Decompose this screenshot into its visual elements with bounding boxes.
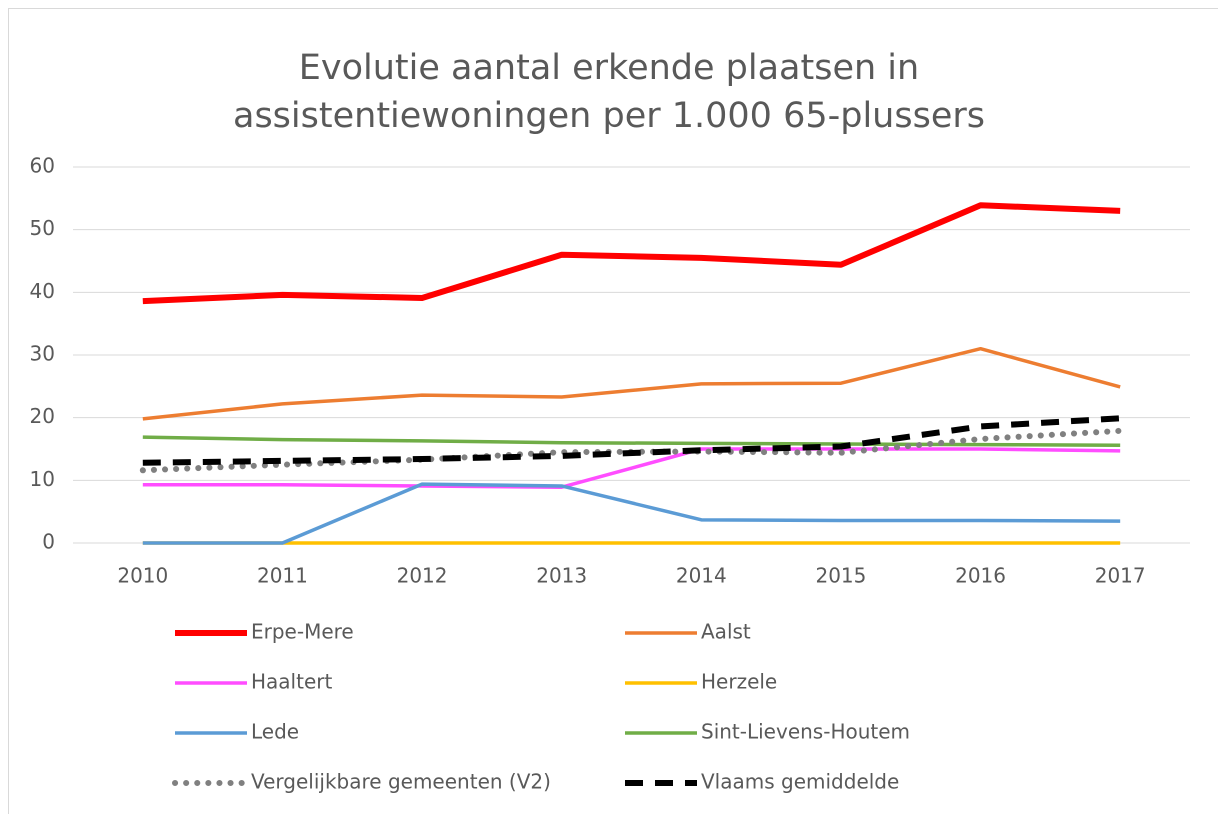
series-line xyxy=(142,435,1121,447)
series-line xyxy=(142,447,1121,489)
series-line xyxy=(142,202,1121,305)
y-tick-label: 60 xyxy=(30,154,55,178)
y-tick-label: 20 xyxy=(30,404,55,428)
x-tick-label: 2011 xyxy=(257,564,308,588)
legend-label: Aalst xyxy=(701,620,751,644)
series-line xyxy=(142,415,1121,466)
x-tick-label: 2013 xyxy=(536,564,587,588)
series-line xyxy=(142,346,1121,421)
y-tick-label: 10 xyxy=(30,467,55,491)
x-tick-label: 2016 xyxy=(955,564,1006,588)
legend-label: Vlaams gemiddelde xyxy=(701,770,899,794)
legend-label: Sint-Lievens-Houtem xyxy=(701,720,910,744)
legend-label: Haaltert xyxy=(251,670,332,694)
x-tick-label: 2015 xyxy=(815,564,866,588)
legend-label: Vergelijkbare gemeenten (V2) xyxy=(251,770,551,794)
x-tick-label: 2010 xyxy=(117,564,168,588)
legend-label: Erpe-Mere xyxy=(251,620,354,644)
legend-label: Lede xyxy=(251,720,299,744)
y-tick-label: 0 xyxy=(42,530,55,554)
y-tick-label: 50 xyxy=(30,216,55,240)
series-line xyxy=(142,482,1121,545)
x-tick-label: 2012 xyxy=(397,564,448,588)
chart-title: Evolutie aantal erkende plaatsen in assi… xyxy=(233,48,985,136)
y-tick-label: 30 xyxy=(30,342,55,366)
x-tick-label: 2017 xyxy=(1095,564,1146,588)
legend-label: Herzele xyxy=(701,670,777,694)
y-tick-label: 40 xyxy=(30,279,55,303)
chart-border xyxy=(8,8,1218,814)
x-tick-label: 2014 xyxy=(676,564,727,588)
